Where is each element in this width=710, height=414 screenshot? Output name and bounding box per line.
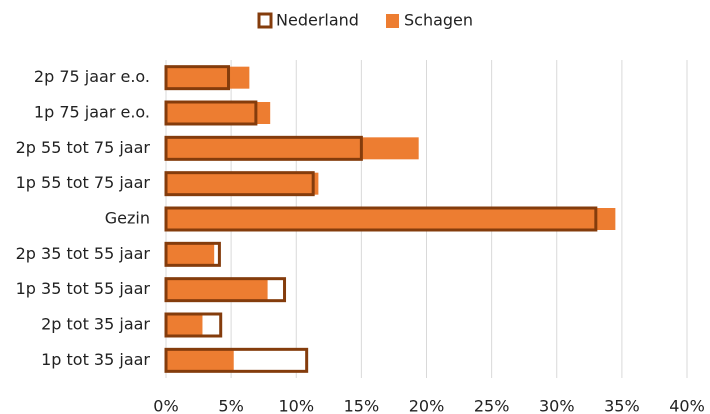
legend-swatch	[386, 14, 399, 28]
bar	[166, 278, 268, 301]
x-tick-label: 40%	[669, 397, 705, 414]
y-tick-label: 1p tot 35 jaar	[41, 350, 150, 369]
bar	[166, 137, 419, 160]
x-tick-label: 15%	[344, 397, 380, 414]
legend-label: Schagen	[404, 11, 473, 30]
x-tick-label: 20%	[409, 397, 445, 414]
x-tick-label: 0%	[153, 397, 178, 414]
y-tick-label: 2p 55 tot 75 jaar	[16, 138, 151, 157]
x-tick-label: 30%	[539, 397, 575, 414]
y-tick-label: 1p 35 tot 55 jaar	[16, 279, 151, 298]
y-tick-label: 2p 35 tot 55 jaar	[16, 244, 151, 263]
y-tick-label: 1p 75 jaar e.o.	[34, 103, 150, 122]
legend-swatch	[257, 12, 273, 29]
bar-outline	[164, 100, 258, 126]
bar-outline	[164, 135, 363, 161]
x-tick-label: 25%	[474, 397, 510, 414]
x-tick-label: 10%	[278, 397, 314, 414]
y-tick-label: 1p 55 tot 75 jaar	[16, 173, 151, 192]
x-tick-label: 5%	[218, 397, 243, 414]
bar-outline	[164, 347, 309, 373]
bar	[166, 349, 234, 372]
y-tick-label: 2p 75 jaar e.o.	[34, 67, 150, 86]
bar	[166, 208, 616, 230]
bar-outline	[164, 241, 221, 267]
legend-label: Nederland	[276, 11, 359, 30]
bar-outline	[164, 312, 223, 338]
y-tick-label: 2p tot 35 jaar	[41, 315, 150, 334]
bar	[166, 243, 215, 266]
bar-outline	[164, 206, 598, 232]
bar	[166, 66, 250, 89]
bar-outline	[164, 171, 315, 197]
bar-outline	[164, 277, 287, 303]
y-tick-label: Gezin	[105, 209, 150, 228]
x-tick-label: 35%	[604, 397, 640, 414]
bar	[166, 172, 319, 195]
bar	[166, 102, 271, 124]
bar	[166, 314, 203, 336]
bar-outline	[164, 65, 231, 91]
